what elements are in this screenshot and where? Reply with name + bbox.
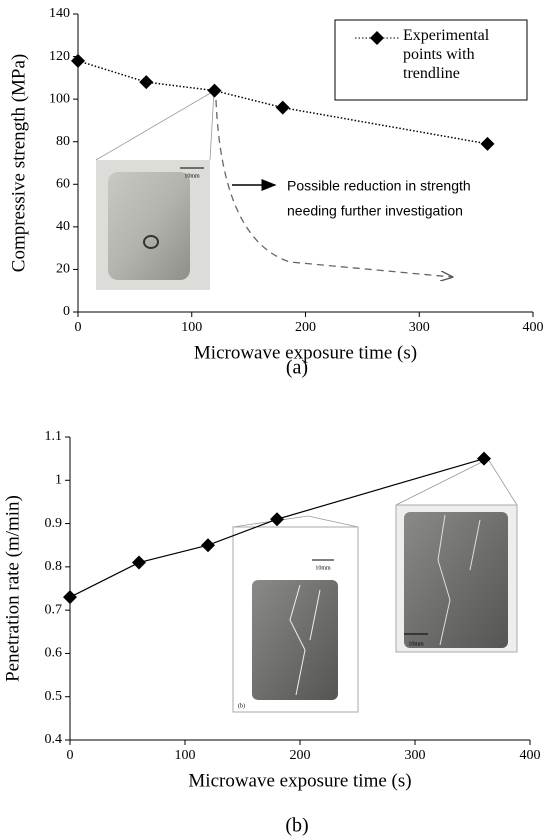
y-tick-label: 0.6 [45,646,63,661]
data-point [201,538,215,553]
data-point [270,512,284,527]
x-tick-label: 100 [181,320,202,335]
y-tick-label: 100 [49,91,70,106]
y-tick-label: 0.5 [45,689,63,704]
y-axis-label: Penetration rate (m/min) [2,495,23,682]
inset-scale-label: 10mm [184,173,200,179]
legend-box [334,19,528,101]
y-tick-label: 120 [49,49,70,64]
data-point [71,53,85,68]
caption: (a) [286,357,308,379]
y-tick-label: 80 [56,134,70,149]
x-tick-label: 300 [405,748,426,763]
data-point [275,100,290,115]
y-tick-label: 140 [49,6,70,21]
y-tick-label: 0.8 [45,559,63,574]
x-tick-label: 200 [295,320,316,335]
y-tick-label: 60 [56,177,70,192]
inset-scale-label: 10mm [315,565,331,571]
x-tick-label: 100 [175,748,196,763]
inset-scale-label: 10mm [408,641,424,647]
inset-a: 10mm [95,90,215,290]
x-axis-label: Microwave exposure time (s) [194,342,417,363]
data-point [132,555,146,570]
y-axis-label: Compressive strength (MPa) [8,54,29,272]
x-tick-label: 0 [67,748,74,763]
annotation: Possible reduction in strength [287,178,471,194]
data-point [207,83,222,98]
data-point [63,590,77,605]
caption: (b) [285,815,308,837]
x-tick-label: 300 [409,320,430,335]
x-tick-label: 200 [290,748,311,763]
x-tick-label: 0 [75,320,82,335]
y-tick-label: 20 [56,262,70,277]
x-tick-label: 400 [520,748,541,763]
data-point [477,451,491,466]
inset-label: (b) [238,702,245,709]
y-tick-label: 0.4 [45,732,63,747]
y-tick-label: 1.1 [45,429,63,444]
data-point [139,75,154,90]
data-point [480,136,495,151]
inset-b: 10mm (b) 10mm [232,458,518,713]
y-tick-label: 0 [63,304,70,319]
x-tick-label: 400 [523,320,544,335]
legend-marker [370,31,384,45]
y-tick-label: 0.7 [45,602,63,617]
x-axis-label: Microwave exposure time (s) [188,770,411,791]
y-tick-label: 1 [55,473,62,488]
legend-label: Experimental points with trendline [403,27,490,82]
y-tick-label: 40 [56,219,70,234]
y-tick-label: 0.9 [45,516,63,531]
annotation: needing further investigation [287,203,463,219]
